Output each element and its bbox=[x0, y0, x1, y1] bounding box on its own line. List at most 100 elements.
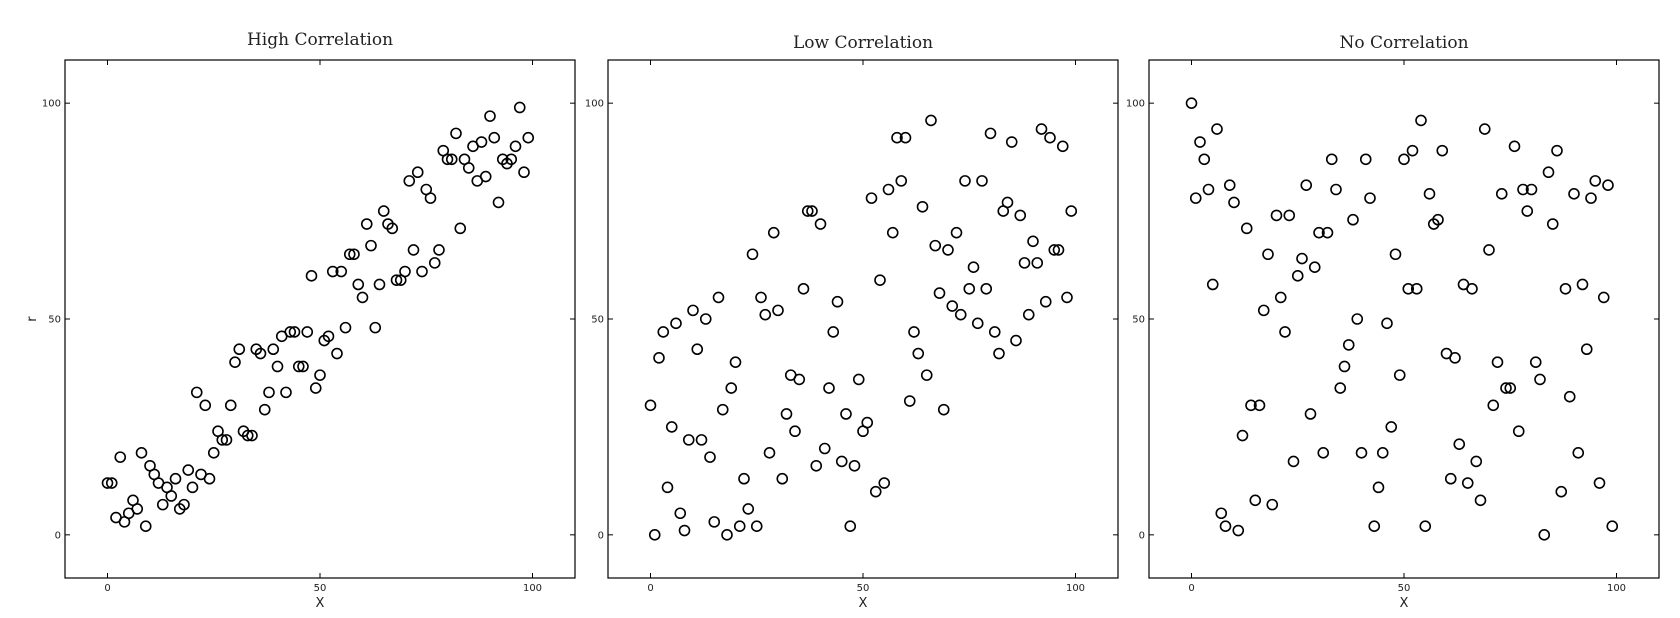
data-point bbox=[848, 459, 861, 472]
data-point bbox=[750, 520, 763, 533]
data-point bbox=[716, 403, 729, 416]
data-point bbox=[908, 326, 920, 338]
data-point bbox=[810, 459, 823, 472]
data-point bbox=[1035, 123, 1048, 135]
plot-frame bbox=[607, 59, 1119, 579]
data-point bbox=[695, 434, 708, 446]
data-point bbox=[1546, 218, 1559, 230]
data-point bbox=[450, 127, 462, 140]
data-point bbox=[661, 481, 674, 494]
data-point bbox=[916, 200, 929, 213]
data-point bbox=[246, 429, 258, 442]
data-point bbox=[1410, 282, 1423, 295]
x-tick-label: 50 bbox=[1398, 583, 1411, 594]
data-points bbox=[644, 114, 1078, 541]
data-point bbox=[984, 127, 997, 140]
data-point bbox=[505, 153, 518, 166]
data-point bbox=[653, 352, 665, 364]
data-point bbox=[891, 131, 903, 144]
data-point bbox=[165, 490, 178, 502]
data-point bbox=[980, 282, 993, 295]
data-point bbox=[339, 321, 352, 334]
data-point bbox=[156, 498, 169, 511]
data-point bbox=[488, 131, 501, 144]
data-point bbox=[1385, 421, 1398, 433]
data-point bbox=[882, 183, 895, 196]
data-point bbox=[1449, 352, 1461, 364]
data-point bbox=[1253, 399, 1266, 412]
data-point bbox=[454, 222, 467, 235]
data-point bbox=[433, 244, 445, 256]
data-point bbox=[861, 416, 874, 429]
data-point bbox=[937, 403, 950, 416]
data-point bbox=[746, 248, 759, 261]
data-point bbox=[725, 382, 738, 394]
data-point bbox=[1508, 140, 1521, 153]
chart-high-correlation: High Correlation X r 0 50 100 0 50 100 bbox=[25, 30, 576, 611]
data-point bbox=[959, 175, 971, 187]
data-point bbox=[190, 386, 203, 399]
data-point bbox=[1236, 429, 1249, 442]
chart-title: No Correlation bbox=[1339, 33, 1468, 53]
data-point bbox=[1415, 114, 1427, 127]
data-point bbox=[1001, 196, 1014, 209]
data-point bbox=[1580, 343, 1593, 356]
data-point bbox=[1398, 153, 1410, 166]
data-point bbox=[322, 330, 335, 343]
data-point bbox=[1359, 153, 1372, 166]
y-tick-label: 0 bbox=[55, 530, 61, 541]
x-axis-label: X bbox=[1400, 596, 1409, 611]
data-point bbox=[305, 270, 318, 282]
data-point bbox=[806, 205, 818, 217]
data-point bbox=[1300, 179, 1313, 191]
data-point bbox=[216, 434, 229, 446]
data-point bbox=[178, 498, 190, 511]
data-point bbox=[1419, 520, 1432, 533]
data-point bbox=[1334, 382, 1347, 394]
data-point bbox=[1304, 408, 1317, 420]
data-point bbox=[365, 239, 377, 252]
data-point bbox=[1262, 248, 1274, 261]
data-point bbox=[484, 110, 496, 122]
data-point bbox=[831, 295, 844, 308]
data-point bbox=[1406, 144, 1419, 157]
data-point bbox=[1585, 192, 1597, 204]
data-point bbox=[1542, 166, 1555, 179]
data-point bbox=[912, 347, 925, 360]
data-point bbox=[1232, 524, 1245, 537]
y-axis-label: r bbox=[25, 316, 40, 322]
data-point bbox=[759, 308, 772, 321]
data-point bbox=[1602, 179, 1614, 191]
data-point bbox=[899, 131, 912, 144]
data-point bbox=[1551, 144, 1563, 157]
y-tick-label: 50 bbox=[1132, 315, 1145, 326]
data-point bbox=[648, 529, 661, 541]
data-point bbox=[203, 472, 216, 485]
data-point bbox=[1521, 205, 1534, 217]
data-point bbox=[297, 360, 309, 373]
data-point bbox=[292, 360, 305, 373]
y-tick-label: 100 bbox=[42, 99, 61, 110]
data-point bbox=[789, 425, 801, 438]
data-point bbox=[492, 196, 505, 209]
data-point bbox=[254, 347, 267, 360]
data-point bbox=[1444, 472, 1457, 485]
data-point bbox=[1606, 520, 1619, 533]
data-point bbox=[1487, 399, 1500, 412]
data-point bbox=[271, 360, 284, 373]
data-point bbox=[1474, 494, 1487, 507]
data-point bbox=[1048, 244, 1061, 256]
data-point bbox=[742, 503, 755, 515]
data-point bbox=[1453, 438, 1466, 450]
data-point bbox=[1402, 282, 1415, 295]
data-point bbox=[644, 399, 657, 412]
data-point bbox=[1436, 144, 1449, 157]
data-point bbox=[416, 265, 428, 278]
data-point bbox=[823, 382, 835, 394]
data-point bbox=[976, 175, 988, 187]
data-point bbox=[1065, 205, 1078, 217]
data-point bbox=[1538, 529, 1551, 541]
data-point bbox=[708, 516, 721, 528]
data-point bbox=[1338, 360, 1351, 373]
